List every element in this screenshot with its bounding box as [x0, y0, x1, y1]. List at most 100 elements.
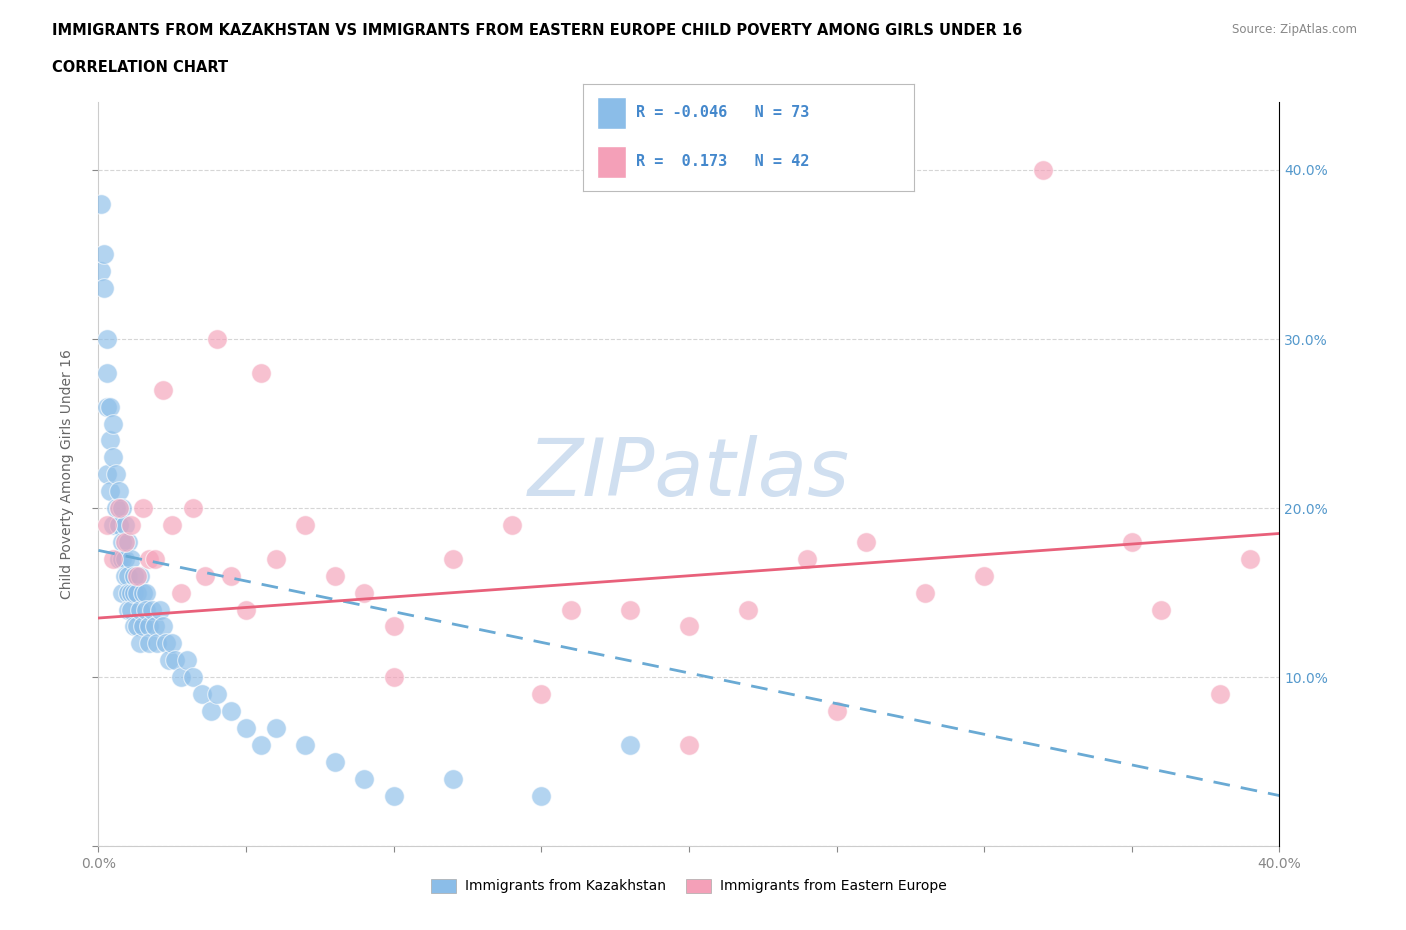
Point	[152, 619, 174, 634]
Point	[103, 416, 125, 431]
Point	[973, 568, 995, 583]
Text: R = -0.046   N = 73: R = -0.046 N = 73	[637, 105, 810, 120]
Point	[122, 619, 145, 634]
Point	[98, 484, 121, 498]
Point	[114, 551, 136, 566]
Text: Source: ZipAtlas.com: Source: ZipAtlas.com	[1232, 23, 1357, 36]
Point	[200, 704, 222, 719]
Point	[219, 704, 242, 719]
Point	[117, 568, 139, 583]
Point	[146, 636, 169, 651]
Point	[264, 721, 287, 736]
Point	[678, 737, 700, 752]
Point	[323, 754, 346, 769]
Point	[176, 653, 198, 668]
Point	[157, 653, 180, 668]
Point	[152, 382, 174, 397]
Point	[96, 467, 118, 482]
Point	[105, 467, 128, 482]
Point	[128, 602, 150, 617]
Point	[194, 568, 217, 583]
Point	[382, 619, 405, 634]
Point	[90, 196, 112, 211]
Point	[162, 518, 183, 533]
Point	[120, 585, 142, 600]
Point	[264, 551, 287, 566]
Point	[619, 602, 641, 617]
Point	[170, 585, 193, 600]
Point	[165, 653, 187, 668]
Point	[1121, 535, 1143, 550]
Point	[117, 585, 139, 600]
Point	[143, 551, 166, 566]
Point	[103, 551, 125, 566]
Point	[235, 721, 257, 736]
Point	[1239, 551, 1261, 566]
Point	[170, 670, 193, 684]
Point	[111, 500, 134, 515]
Point	[108, 518, 131, 533]
Point	[111, 535, 134, 550]
Text: ZIPatlas: ZIPatlas	[527, 435, 851, 513]
Point	[181, 670, 204, 684]
Point	[501, 518, 523, 533]
Point	[103, 450, 125, 465]
Point	[191, 686, 214, 701]
Point	[96, 365, 118, 380]
Point	[128, 568, 150, 583]
Point	[96, 518, 118, 533]
Point	[382, 670, 405, 684]
Text: R =  0.173   N = 42: R = 0.173 N = 42	[637, 154, 810, 169]
Point	[117, 535, 139, 550]
Point	[117, 602, 139, 617]
Point	[141, 602, 163, 617]
Point	[796, 551, 818, 566]
Point	[111, 585, 134, 600]
Point	[855, 535, 877, 550]
Point	[619, 737, 641, 752]
Point	[96, 332, 118, 347]
Point	[235, 602, 257, 617]
FancyBboxPatch shape	[596, 146, 627, 178]
Point	[143, 619, 166, 634]
Point	[90, 264, 112, 279]
Point	[108, 484, 131, 498]
Point	[135, 602, 157, 617]
Text: CORRELATION CHART: CORRELATION CHART	[52, 60, 228, 75]
Point	[120, 518, 142, 533]
Point	[125, 619, 148, 634]
Point	[678, 619, 700, 634]
Point	[737, 602, 759, 617]
Point	[825, 704, 848, 719]
Point	[125, 568, 148, 583]
Point	[93, 281, 115, 296]
Point	[108, 500, 131, 515]
Text: IMMIGRANTS FROM KAZAKHSTAN VS IMMIGRANTS FROM EASTERN EUROPE CHILD POVERTY AMONG: IMMIGRANTS FROM KAZAKHSTAN VS IMMIGRANTS…	[52, 23, 1022, 38]
Point	[105, 500, 128, 515]
Point	[114, 568, 136, 583]
Point	[122, 568, 145, 583]
Point	[98, 433, 121, 448]
Point	[353, 585, 375, 600]
Point	[111, 551, 134, 566]
Y-axis label: Child Poverty Among Girls Under 16: Child Poverty Among Girls Under 16	[60, 350, 75, 599]
Point	[132, 619, 155, 634]
Point	[120, 551, 142, 566]
Point	[114, 535, 136, 550]
Point	[323, 568, 346, 583]
Point	[530, 686, 553, 701]
Point	[96, 399, 118, 414]
Point	[103, 518, 125, 533]
Point	[98, 399, 121, 414]
Point	[205, 686, 228, 701]
Point	[162, 636, 183, 651]
Point	[914, 585, 936, 600]
Point	[1150, 602, 1173, 617]
Legend: Immigrants from Kazakhstan, Immigrants from Eastern Europe: Immigrants from Kazakhstan, Immigrants f…	[426, 873, 952, 899]
Point	[93, 247, 115, 262]
Point	[441, 771, 464, 786]
Point	[149, 602, 172, 617]
Point	[530, 788, 553, 803]
Point	[353, 771, 375, 786]
Point	[155, 636, 177, 651]
